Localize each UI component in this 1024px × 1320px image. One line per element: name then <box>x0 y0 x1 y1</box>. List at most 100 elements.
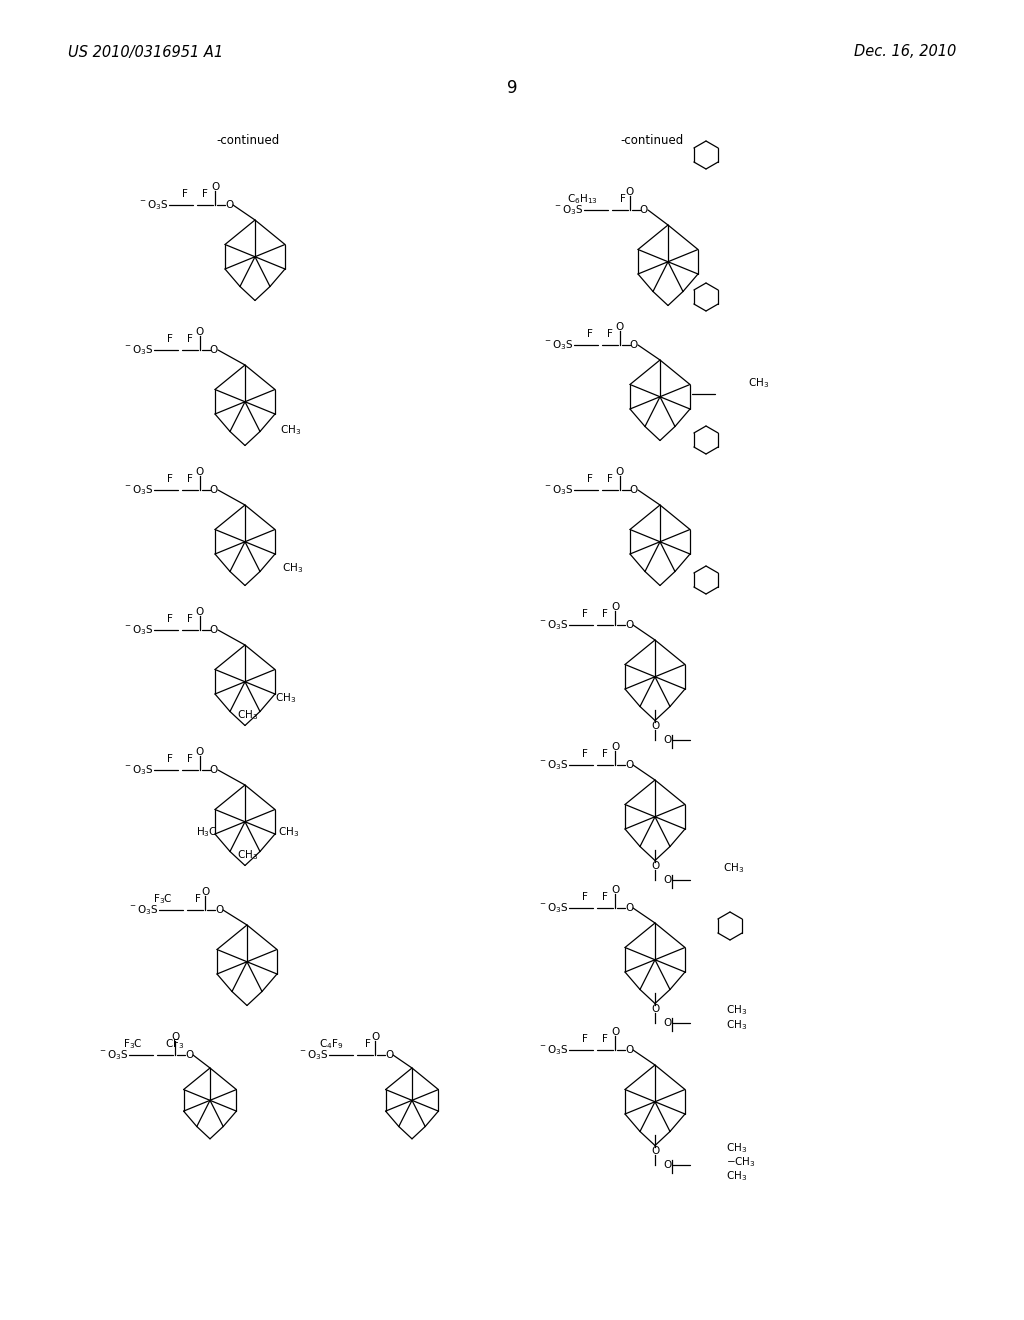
Text: O: O <box>625 903 633 913</box>
Text: $^-$O$_3$S: $^-$O$_3$S <box>124 483 154 496</box>
Text: O: O <box>615 322 624 333</box>
Text: $^-$O$_3$S: $^-$O$_3$S <box>298 1048 329 1061</box>
Text: O: O <box>615 467 624 477</box>
Text: O: O <box>196 607 204 616</box>
Text: $^-$O$_3$S: $^-$O$_3$S <box>544 338 574 352</box>
Text: $^-$O$_3$S: $^-$O$_3$S <box>544 483 574 496</box>
Text: CH$_3$: CH$_3$ <box>238 708 259 722</box>
Text: O: O <box>196 747 204 756</box>
Text: $^-$O$_3$S: $^-$O$_3$S <box>124 343 154 356</box>
Text: O: O <box>625 620 633 630</box>
Text: F: F <box>202 189 208 199</box>
Text: US 2010/0316951 A1: US 2010/0316951 A1 <box>68 45 223 59</box>
Text: O: O <box>196 327 204 337</box>
Text: F: F <box>607 329 613 339</box>
Text: C$_6$H$_{13}$: C$_6$H$_{13}$ <box>567 193 598 206</box>
Text: $^-$O$_3$S: $^-$O$_3$S <box>138 198 169 213</box>
Text: $^-$O$_3$S: $^-$O$_3$S <box>98 1048 129 1061</box>
Text: Dec. 16, 2010: Dec. 16, 2010 <box>854 45 956 59</box>
Text: O: O <box>210 624 218 635</box>
Text: F: F <box>607 474 613 484</box>
Text: O: O <box>185 1049 194 1060</box>
Text: O: O <box>225 201 233 210</box>
Text: O: O <box>651 721 659 731</box>
Text: CH$_3$: CH$_3$ <box>282 561 303 576</box>
Text: O: O <box>196 467 204 477</box>
Text: CH$_3$: CH$_3$ <box>723 861 744 875</box>
Text: O: O <box>630 341 638 350</box>
Text: O: O <box>201 887 209 898</box>
Text: O: O <box>611 742 620 752</box>
Text: F$_3$C: F$_3$C <box>123 1038 143 1051</box>
Text: CH$_3$: CH$_3$ <box>278 825 299 840</box>
Text: F: F <box>167 334 173 345</box>
Text: $^-$O$_3$S: $^-$O$_3$S <box>554 203 584 216</box>
Text: F: F <box>582 748 588 759</box>
Text: $^-$O$_3$S: $^-$O$_3$S <box>124 763 154 777</box>
Text: F: F <box>582 609 588 619</box>
Text: F: F <box>167 754 173 764</box>
Text: O: O <box>625 1045 633 1055</box>
Text: F: F <box>365 1039 371 1049</box>
Text: F: F <box>167 614 173 624</box>
Text: O: O <box>664 1160 672 1170</box>
Text: $^-$O$_3$S: $^-$O$_3$S <box>539 758 569 772</box>
Text: O: O <box>651 1005 659 1014</box>
Text: F: F <box>167 474 173 484</box>
Text: O: O <box>211 182 219 191</box>
Text: F: F <box>187 474 193 484</box>
Text: F: F <box>582 1034 588 1044</box>
Text: $^-$O$_3$S: $^-$O$_3$S <box>539 618 569 632</box>
Text: O: O <box>664 1018 672 1028</box>
Text: F: F <box>187 334 193 345</box>
Text: CH$_3$: CH$_3$ <box>748 376 769 389</box>
Text: CF$_3$: CF$_3$ <box>165 1038 184 1051</box>
Text: 9: 9 <box>507 79 517 96</box>
Text: O: O <box>630 484 638 495</box>
Text: CH$_3$: CH$_3$ <box>726 1170 748 1183</box>
Text: O: O <box>651 1146 659 1156</box>
Text: CH$_3$: CH$_3$ <box>275 692 296 705</box>
Text: $-$CH$_3$: $-$CH$_3$ <box>726 1155 756 1170</box>
Text: $^-$O$_3$S: $^-$O$_3$S <box>124 623 154 636</box>
Text: F: F <box>602 609 608 619</box>
Text: F: F <box>602 1034 608 1044</box>
Text: O: O <box>625 760 633 770</box>
Text: -continued: -continued <box>621 133 684 147</box>
Text: O: O <box>611 1027 620 1038</box>
Text: O: O <box>371 1032 379 1041</box>
Text: O: O <box>171 1032 179 1041</box>
Text: O: O <box>210 766 218 775</box>
Text: F$_3$C: F$_3$C <box>154 892 173 906</box>
Text: F: F <box>587 474 593 484</box>
Text: O: O <box>626 187 634 197</box>
Text: F: F <box>602 748 608 759</box>
Text: O: O <box>664 875 672 884</box>
Text: O: O <box>611 884 620 895</box>
Text: O: O <box>611 602 620 612</box>
Text: F: F <box>187 614 193 624</box>
Text: F: F <box>587 329 593 339</box>
Text: CH$_3$: CH$_3$ <box>726 1003 748 1016</box>
Text: $^-$O$_3$S: $^-$O$_3$S <box>539 1043 569 1057</box>
Text: O: O <box>210 484 218 495</box>
Text: $^-$O$_3$S: $^-$O$_3$S <box>539 902 569 915</box>
Text: -continued: -continued <box>216 133 280 147</box>
Text: F: F <box>620 194 626 205</box>
Text: CH$_3$: CH$_3$ <box>726 1140 748 1155</box>
Text: F: F <box>582 892 588 902</box>
Text: F: F <box>602 892 608 902</box>
Text: O: O <box>210 345 218 355</box>
Text: O: O <box>651 861 659 871</box>
Text: F: F <box>182 189 188 199</box>
Text: F: F <box>187 754 193 764</box>
Text: O: O <box>215 906 223 915</box>
Text: CH$_3$: CH$_3$ <box>280 424 301 437</box>
Text: $^-$O$_3$S: $^-$O$_3$S <box>128 903 159 917</box>
Text: O: O <box>640 205 648 215</box>
Text: F: F <box>195 894 201 904</box>
Text: O: O <box>385 1049 393 1060</box>
Text: CH$_3$: CH$_3$ <box>238 849 259 862</box>
Text: CH$_3$: CH$_3$ <box>726 1018 748 1032</box>
Text: H$_3$C: H$_3$C <box>197 825 218 840</box>
